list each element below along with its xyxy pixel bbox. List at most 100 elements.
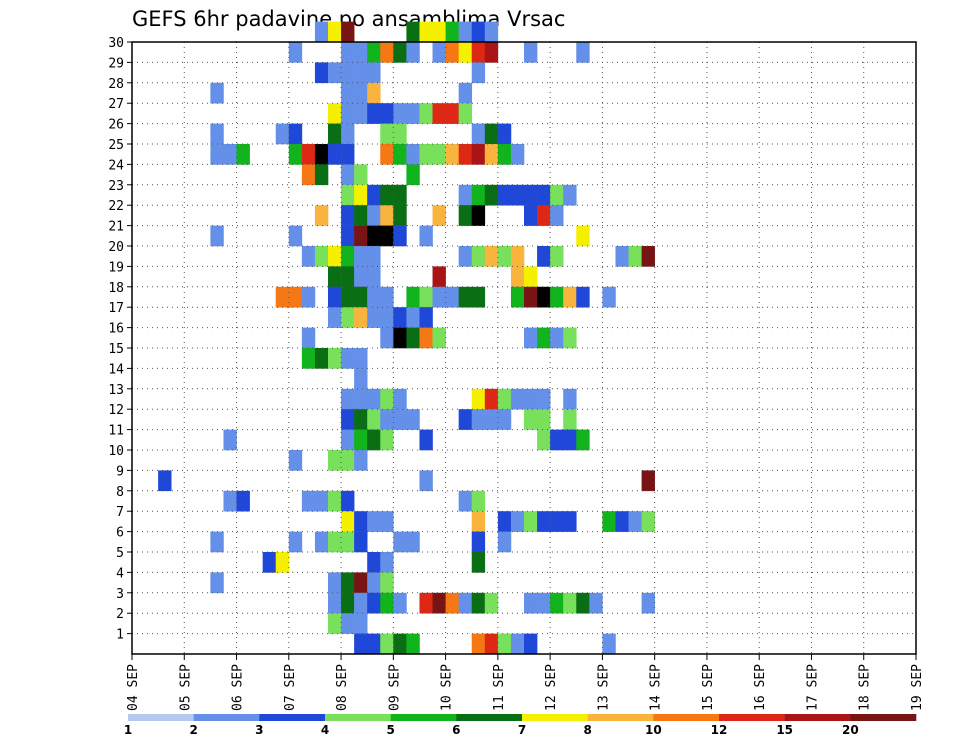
heatmap-cell — [301, 348, 316, 369]
colorbar-swatch — [128, 714, 194, 721]
heatmap-cell — [550, 511, 564, 532]
heatmap-cell — [393, 592, 407, 614]
heatmap-cell — [380, 42, 394, 63]
heatmap-cell — [510, 633, 525, 655]
heatmap-cell — [484, 388, 499, 410]
colorbar-label: 3 — [255, 723, 263, 737]
heatmap-cell — [380, 552, 394, 573]
heatmap-cell — [380, 388, 394, 410]
heatmap-cell — [354, 613, 368, 634]
heatmap-cell — [628, 246, 642, 267]
heatmap-cell — [380, 327, 394, 349]
heatmap-cell — [210, 225, 224, 247]
heatmap-cell — [380, 205, 394, 226]
y-axis-ticks: 1234567891011121314151617181920212223242… — [108, 36, 132, 643]
heatmap-cell — [432, 286, 446, 308]
y-tick-label: 28 — [108, 77, 124, 92]
heatmap-cell — [445, 42, 459, 63]
heatmap-cell — [484, 42, 499, 63]
heatmap-cell — [223, 429, 237, 451]
heatmap-cell — [537, 409, 551, 430]
heatmap-cell — [406, 42, 420, 63]
heatmap-cell — [328, 613, 342, 634]
heatmap-cell — [563, 184, 577, 206]
heatmap-cell — [367, 572, 381, 594]
heatmap-cell — [393, 184, 407, 206]
heatmap-cell — [602, 633, 616, 655]
heatmap-cell — [236, 490, 250, 512]
heatmap-cell — [537, 246, 551, 267]
heatmap-cell — [641, 511, 655, 532]
heatmap-cell — [354, 511, 368, 532]
heatmap-cell — [497, 388, 512, 410]
heatmap-cell — [458, 184, 473, 206]
heatmap-cell — [419, 592, 433, 614]
heatmap-cell — [367, 633, 381, 655]
heatmap-cell — [341, 246, 355, 267]
heatmap-cell — [393, 42, 407, 63]
heatmap-cell — [497, 123, 512, 145]
colorbar-swatch — [653, 714, 720, 721]
heatmap-cell — [210, 531, 224, 553]
x-axis-ticks: 04 SEP 05 SEP 06 SEP 07 SEP 08 SEP 09 SEP 10 S… — [126, 654, 925, 711]
heatmap-cell — [341, 103, 355, 124]
heatmap-cell — [471, 388, 486, 410]
heatmap-cell — [354, 184, 368, 206]
heatmap-cell — [328, 348, 342, 369]
heatmap-cell — [367, 205, 381, 226]
heatmap-cell — [484, 123, 499, 145]
heatmap-cell — [576, 42, 590, 63]
x-tick-label: 18 SEP — [858, 664, 873, 711]
heatmap-cell — [484, 144, 499, 165]
heatmap-cell — [445, 103, 459, 124]
heatmap-cell — [354, 307, 368, 328]
heatmap-cell — [471, 246, 486, 267]
colorbar-label: 15 — [776, 723, 793, 737]
grid-lines — [132, 42, 916, 654]
colorbar-swatch — [259, 714, 326, 721]
heatmap-cell — [367, 42, 381, 63]
y-tick-label: 6 — [116, 526, 124, 541]
heatmap-cell — [471, 531, 486, 553]
heatmap-cell — [393, 144, 407, 165]
y-tick-label: 8 — [116, 485, 124, 500]
colorbar-label: 2 — [189, 723, 197, 737]
heatmap-cell — [354, 450, 368, 471]
heatmap-cell — [484, 21, 499, 43]
heatmap-cell — [328, 531, 342, 553]
heatmap-cell — [288, 42, 303, 63]
heatmap-cell — [341, 490, 355, 512]
heatmap-cell — [328, 307, 342, 328]
heatmap-cell — [497, 633, 512, 655]
heatmap-cell — [471, 184, 486, 206]
heatmap-cell — [524, 633, 538, 655]
heatmap-cell — [341, 511, 355, 532]
y-tick-label: 11 — [108, 424, 124, 439]
heatmap-cell — [236, 144, 250, 165]
heatmap-cell — [419, 144, 433, 165]
heatmap-cell — [602, 286, 616, 308]
heatmap-cell — [288, 225, 303, 247]
heatmap-cell — [432, 327, 446, 349]
x-tick-label: 16 SEP — [753, 664, 768, 711]
heatmap-cell — [406, 21, 420, 43]
heatmap-cell — [524, 205, 538, 226]
heatmap-cell — [432, 144, 446, 165]
heatmap-cell — [524, 42, 538, 63]
heatmap-cell — [550, 286, 564, 308]
heatmap-cell — [445, 21, 459, 43]
heatmap-cell — [406, 307, 420, 328]
heatmap-cell — [301, 246, 316, 267]
heatmap-cell — [341, 286, 355, 308]
y-tick-label: 17 — [108, 301, 124, 316]
heatmap-cell — [628, 511, 642, 532]
heatmap-cell — [458, 82, 473, 104]
heatmap-cell — [275, 123, 290, 145]
heatmap-cell — [210, 144, 224, 165]
heatmap-cell — [615, 246, 629, 267]
heatmap-cell — [367, 62, 381, 84]
heatmap-cell — [341, 164, 355, 186]
x-tick-label: 15 SEP — [701, 664, 716, 711]
y-tick-label: 20 — [108, 240, 124, 255]
heatmap-cell — [328, 123, 342, 145]
